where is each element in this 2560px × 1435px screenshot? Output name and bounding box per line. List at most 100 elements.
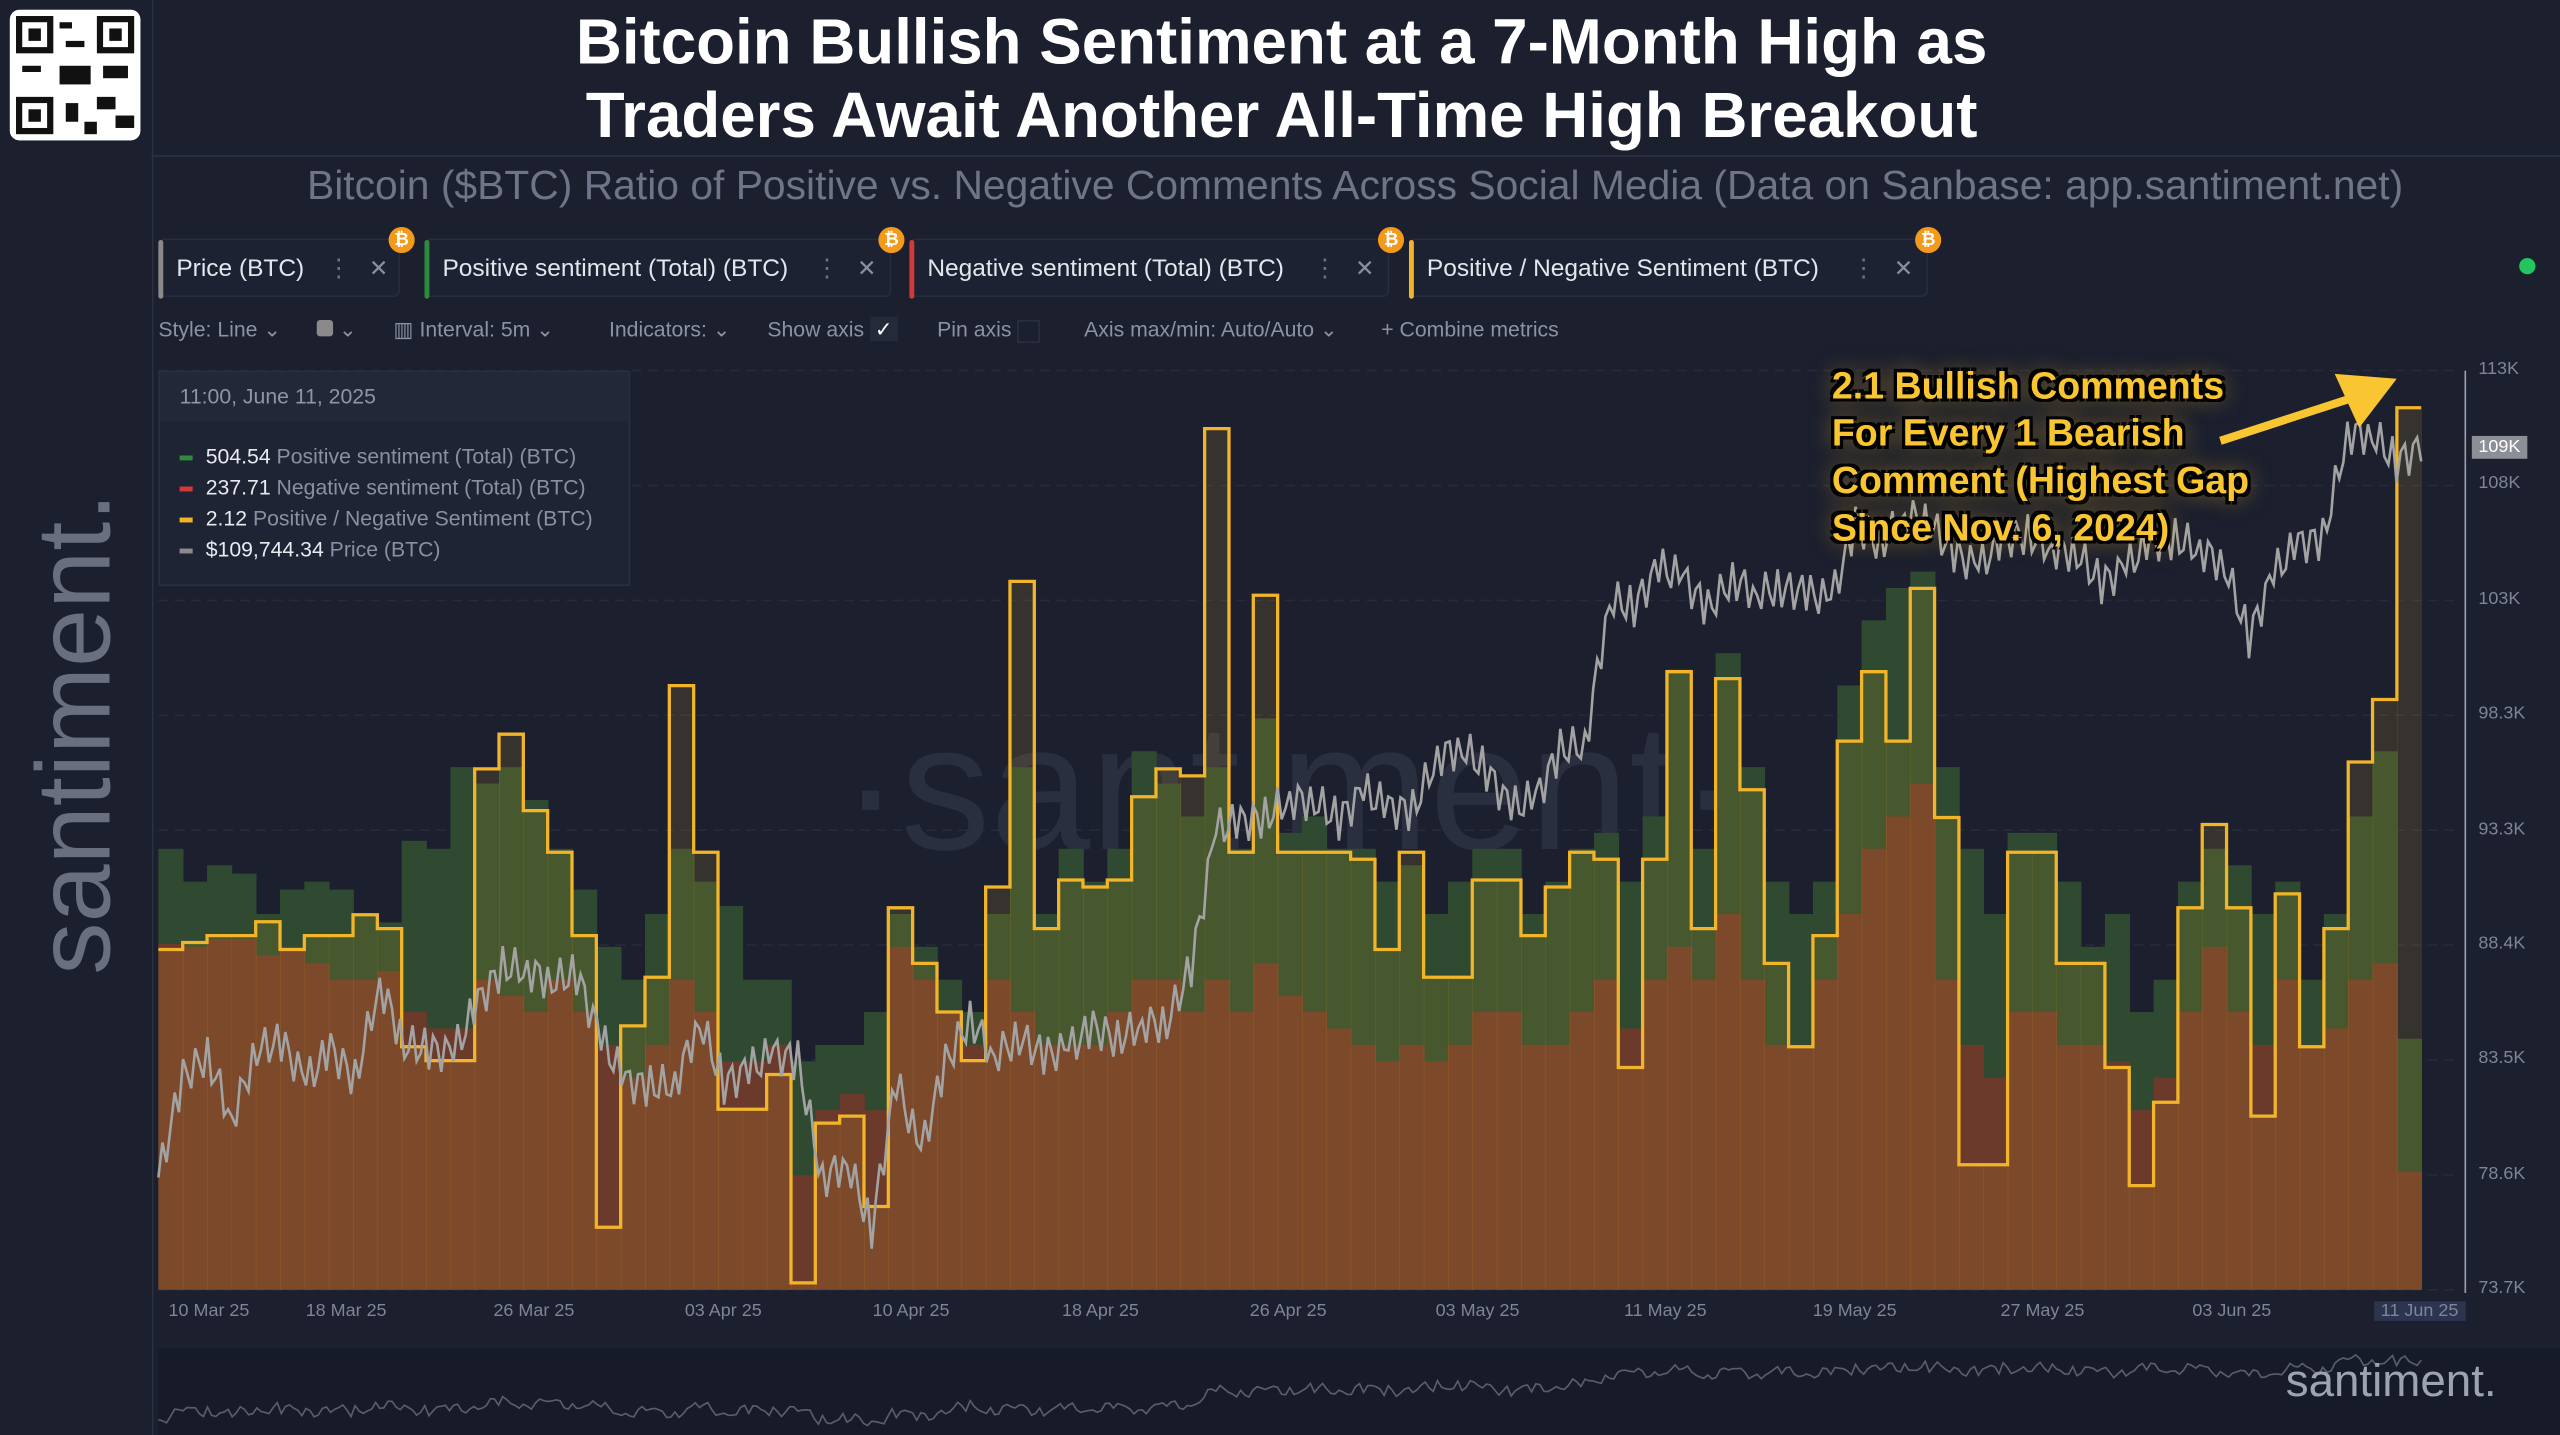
tab-negative-sentiment[interactable]: Negative sentiment (Total) (BTC) ⋮ ✕ ₿ (909, 226, 1405, 299)
checkbox-checked-icon[interactable]: ✓ (869, 316, 898, 342)
negative-bar (2348, 979, 2374, 1290)
price-tick-label: 78.6K (2478, 1163, 2526, 1184)
candles-icon: ▥ (393, 316, 414, 342)
negative-bar (328, 979, 354, 1290)
negative-bar (1350, 1044, 1376, 1290)
ratio-bar (717, 1109, 744, 1290)
date-tick-label: 19 May 25 (1812, 1301, 1897, 1321)
interval-dropdown[interactable]: ▥ Interval: 5m ⌄ (393, 316, 555, 342)
negative-bar (1958, 1044, 1985, 1290)
ratio-bar (1009, 581, 1036, 1290)
navigator[interactable] (158, 1348, 2560, 1435)
combine-label: Combine metrics (1399, 316, 1559, 342)
negative-bar (474, 979, 500, 1290)
ratio-bar (1642, 859, 1668, 1290)
bitcoin-icon: ₿ (1915, 226, 1942, 254)
negative-bar (450, 1028, 476, 1290)
pin-axis-toggle[interactable]: Pin axis (937, 317, 1041, 343)
ratio-bar (985, 886, 1011, 1290)
negative-bar (766, 1044, 792, 1290)
tab-ratio-sentiment[interactable]: Positive / Negative Sentiment (BTC) ⋮ ✕ … (1408, 226, 1942, 299)
checkbox-unchecked[interactable] (1017, 319, 1041, 343)
close-icon[interactable]: ✕ (368, 253, 389, 280)
date-tick-label: 10 Mar 25 (168, 1301, 250, 1321)
more-options-icon[interactable]: ⋮ (814, 254, 840, 283)
negative-bar (717, 1061, 744, 1290)
close-icon[interactable]: ✕ (1893, 253, 1914, 280)
ratio-bar (2250, 1116, 2277, 1290)
ratio-bar (1958, 1164, 1985, 1290)
price-tick-label: 93.3K (2478, 818, 2526, 839)
negative-bar (2153, 1077, 2179, 1290)
qr-code (9, 9, 141, 141)
negative-bar (499, 996, 525, 1290)
negative-bar (1180, 1012, 1206, 1290)
annotation-text: 2.1 Bullish Comments For Every 1 Bearish… (1832, 362, 2249, 551)
negative-bar (1569, 1012, 1595, 1290)
ratio-bar (2275, 893, 2301, 1290)
negative-bar (669, 979, 695, 1290)
negative-bar (1472, 1012, 1498, 1290)
date-tick-label: 10 Apr 25 (872, 1301, 950, 1321)
negative-bar (426, 1028, 452, 1290)
more-options-icon[interactable]: ⋮ (326, 254, 352, 283)
axis-maxmin-label: Axis max/min: Auto/Auto (1084, 316, 1315, 342)
ratio-bar (1837, 741, 1863, 1290)
close-icon[interactable]: ✕ (1355, 253, 1375, 280)
negative-bar (2323, 1028, 2350, 1290)
ratio-bar (2104, 1067, 2131, 1290)
combine-metrics-button[interactable]: + Combine metrics (1381, 317, 1559, 341)
ratio-bar (2177, 907, 2204, 1290)
ratio-bar (182, 942, 208, 1290)
ratio-bar (669, 685, 695, 1290)
ratio-bar (1618, 1067, 1644, 1290)
ratio-bar (596, 1227, 622, 1290)
page-title: Bitcoin Bullish Sentiment at a 7-Month H… (163, 7, 2400, 154)
negative-bar (1301, 1012, 1328, 1290)
color-dropdown[interactable]: ⌄ (316, 317, 357, 343)
annotation-line: Since Nov. 6, 2024) (1831, 506, 2170, 549)
ratio-bar (1861, 671, 1887, 1290)
tab-positive-sentiment[interactable]: Positive sentiment (Total) (BTC) ⋮ ✕ ₿ (424, 226, 905, 299)
negative-bar (231, 938, 257, 1290)
tab-price[interactable]: Price (BTC) ⋮ ✕ ₿ (158, 226, 415, 299)
annotation-arrow-head (2334, 373, 2397, 428)
axis-maxmin-dropdown[interactable]: Axis max/min: Auto/Auto ⌄ (1084, 316, 1338, 342)
ratio-bar (2323, 928, 2350, 1290)
more-options-icon[interactable]: ⋮ (1312, 254, 1338, 283)
negative-bar (2104, 1061, 2131, 1290)
negative-bar (1204, 979, 1230, 1290)
ratio-bar (207, 935, 233, 1290)
negative-bar (1837, 913, 1863, 1290)
negative-bar (1253, 963, 1279, 1290)
negative-bar (1934, 979, 1960, 1290)
indicators-dropdown[interactable]: Indicators: ⌄ (608, 316, 731, 342)
style-dropdown[interactable]: Style: Line ⌄ (158, 316, 282, 342)
date-tick-label: 18 Mar 25 (305, 1301, 387, 1321)
ratio-line (158, 406, 2422, 1285)
ratio-bar (2031, 852, 2058, 1290)
ratio-bar (499, 734, 525, 1290)
ratio-bar (280, 949, 306, 1290)
show-axis-toggle[interactable]: Show axis ✓ (767, 316, 898, 343)
negative-bar (2080, 1044, 2106, 1290)
tab-label: Positive sentiment (Total) (BTC) (442, 253, 789, 282)
ratio-bar (2129, 1185, 2155, 1290)
ratio-bar (1326, 852, 1352, 1290)
tab-color-bar (158, 239, 164, 299)
negative-bar (2250, 1044, 2277, 1290)
tooltip: 11:00, June 11, 2025 504.54 Positive sen… (158, 370, 631, 587)
tooltip-row: 504.54 Positive sentiment (Total) (BTC) (179, 444, 577, 469)
ratio-bar (2153, 1102, 2179, 1290)
negative-bar (1642, 979, 1668, 1290)
ratio-bar (1593, 859, 1620, 1290)
bottom-logo: santiment. (2285, 1355, 2497, 1406)
ratio-bar (1472, 880, 1498, 1290)
more-options-icon[interactable]: ⋮ (1851, 254, 1876, 283)
negative-bar (961, 1044, 987, 1290)
bitcoin-icon: ₿ (878, 226, 905, 254)
close-icon[interactable]: ✕ (857, 253, 877, 280)
page-subtitle: Bitcoin ($BTC) Ratio of Positive vs. Neg… (306, 163, 2404, 209)
price-tick-label: 73.7K (2478, 1278, 2526, 1298)
